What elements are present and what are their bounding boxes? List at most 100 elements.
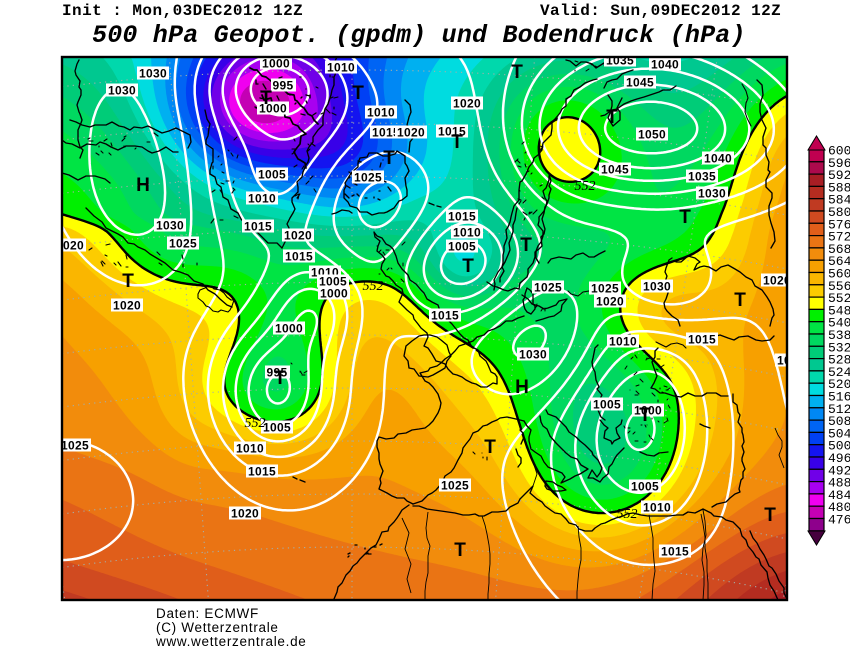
- svg-text:532: 532: [828, 340, 850, 355]
- svg-text:T: T: [454, 540, 466, 561]
- svg-text:1000: 1000: [275, 322, 303, 336]
- svg-text:1040: 1040: [704, 152, 732, 166]
- svg-text:512: 512: [828, 402, 850, 417]
- svg-text:528: 528: [828, 353, 850, 368]
- svg-text:1030: 1030: [698, 187, 726, 201]
- svg-text:568: 568: [828, 242, 850, 257]
- svg-text:1015: 1015: [448, 210, 476, 224]
- svg-text:484: 484: [828, 488, 850, 503]
- svg-text:1015: 1015: [244, 220, 272, 234]
- svg-text:1010: 1010: [327, 61, 355, 75]
- svg-text:1030: 1030: [643, 280, 671, 294]
- svg-text:T: T: [606, 107, 618, 128]
- svg-text:995: 995: [273, 79, 294, 93]
- svg-text:1020: 1020: [231, 507, 259, 521]
- svg-text:T: T: [352, 83, 364, 104]
- svg-text:1020: 1020: [777, 354, 805, 368]
- svg-text:552: 552: [363, 279, 384, 294]
- svg-text:584: 584: [828, 193, 850, 208]
- svg-text:H: H: [136, 175, 150, 196]
- svg-text:1010: 1010: [643, 501, 671, 515]
- svg-text:1000: 1000: [259, 102, 287, 116]
- svg-text:1015: 1015: [438, 125, 466, 139]
- svg-text:1010: 1010: [236, 442, 264, 456]
- svg-text:480: 480: [828, 500, 850, 515]
- svg-text:1005: 1005: [631, 480, 659, 494]
- svg-text:T: T: [764, 505, 776, 526]
- svg-text:1025: 1025: [354, 171, 382, 185]
- svg-text:476: 476: [828, 513, 850, 528]
- svg-text:1005: 1005: [448, 240, 476, 254]
- svg-text:1030: 1030: [156, 219, 184, 233]
- svg-text:1035: 1035: [606, 54, 634, 68]
- svg-text:552: 552: [617, 507, 638, 522]
- svg-text:T: T: [520, 235, 532, 256]
- svg-text:538: 538: [828, 328, 850, 343]
- svg-text:1000: 1000: [320, 287, 348, 301]
- svg-text:995: 995: [267, 366, 288, 380]
- svg-text:1010: 1010: [609, 335, 637, 349]
- svg-text:540: 540: [828, 316, 850, 331]
- svg-text:1020: 1020: [397, 126, 425, 140]
- svg-text:1035: 1035: [688, 170, 716, 184]
- svg-text:1030: 1030: [139, 67, 167, 81]
- svg-text:1020: 1020: [453, 97, 481, 111]
- svg-text:552: 552: [245, 416, 266, 431]
- svg-text:524: 524: [828, 365, 850, 380]
- svg-text:1020: 1020: [113, 299, 141, 313]
- svg-text:1020: 1020: [284, 229, 312, 243]
- svg-text:520: 520: [828, 377, 850, 392]
- svg-text:580: 580: [828, 205, 850, 220]
- svg-text:500: 500: [828, 439, 850, 454]
- svg-text:T: T: [451, 132, 463, 153]
- svg-text:1020: 1020: [763, 274, 791, 288]
- svg-text:1010: 1010: [453, 226, 481, 240]
- svg-text:1005: 1005: [263, 421, 291, 435]
- svg-text:556: 556: [828, 279, 850, 294]
- svg-text:1005: 1005: [319, 275, 347, 289]
- svg-text:1030: 1030: [108, 84, 136, 98]
- svg-text:592: 592: [828, 168, 850, 183]
- svg-text:548: 548: [828, 303, 850, 318]
- svg-text:T: T: [734, 290, 746, 311]
- svg-text:1045: 1045: [601, 163, 629, 177]
- svg-text:1000: 1000: [262, 57, 290, 71]
- svg-text:1015: 1015: [431, 309, 459, 323]
- svg-text:1015: 1015: [372, 126, 400, 140]
- svg-text:552: 552: [575, 179, 596, 194]
- svg-text:576: 576: [828, 217, 850, 232]
- svg-text:H: H: [515, 377, 529, 398]
- svg-text:T: T: [462, 256, 474, 277]
- svg-text:1015: 1015: [661, 545, 689, 559]
- svg-text:1025: 1025: [441, 479, 469, 493]
- svg-text:600: 600: [828, 144, 850, 159]
- svg-text:572: 572: [828, 230, 850, 245]
- svg-text:1025: 1025: [591, 282, 619, 296]
- svg-text:596: 596: [828, 156, 850, 171]
- svg-text:1045: 1045: [626, 76, 654, 90]
- svg-text:1015: 1015: [688, 333, 716, 347]
- svg-text:1020: 1020: [596, 295, 624, 309]
- svg-text:T: T: [383, 148, 395, 169]
- svg-text:508: 508: [828, 414, 850, 429]
- svg-text:T: T: [274, 368, 286, 389]
- svg-text:1015: 1015: [248, 465, 276, 479]
- svg-text:1015: 1015: [285, 250, 313, 264]
- svg-text:488: 488: [828, 476, 850, 491]
- svg-text:T: T: [511, 62, 523, 83]
- svg-text:1005: 1005: [593, 398, 621, 412]
- svg-text:492: 492: [828, 463, 850, 478]
- svg-text:1010: 1010: [248, 192, 276, 206]
- svg-text:1000: 1000: [634, 404, 662, 418]
- svg-text:1025: 1025: [534, 281, 562, 295]
- svg-text:T: T: [639, 405, 651, 426]
- svg-text:T: T: [122, 271, 134, 292]
- svg-text:T: T: [260, 88, 272, 109]
- svg-text:516: 516: [828, 390, 850, 405]
- svg-text:564: 564: [828, 254, 850, 269]
- svg-text:T: T: [484, 437, 496, 458]
- svg-text:1020: 1020: [56, 239, 84, 253]
- svg-text:1030: 1030: [519, 348, 547, 362]
- svg-text:496: 496: [828, 451, 850, 466]
- svg-text:1025: 1025: [61, 439, 89, 453]
